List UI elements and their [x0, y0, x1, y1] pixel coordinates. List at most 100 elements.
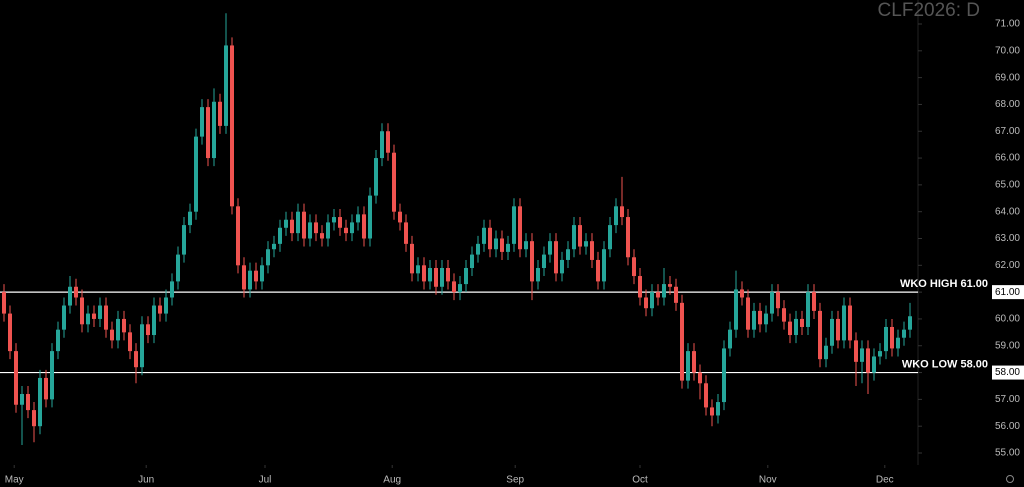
- candle-body: [320, 233, 324, 239]
- settings-icon[interactable]: [1006, 475, 1014, 483]
- candle-body: [494, 238, 498, 250]
- candle-body: [680, 302, 684, 381]
- y-tick-label: 69.00: [995, 72, 1020, 83]
- candle-body: [458, 284, 462, 293]
- candle-body: [764, 313, 768, 325]
- candle-body: [62, 305, 66, 330]
- y-tick-label: 56.00: [995, 421, 1020, 432]
- candle-body: [566, 249, 570, 260]
- price-highlight: [992, 285, 1024, 300]
- x-tick-label: Sep: [506, 475, 524, 486]
- x-tick-label: Oct: [632, 475, 648, 486]
- candle-body: [890, 326, 894, 349]
- candle-body: [308, 222, 312, 239]
- candle-body: [122, 318, 126, 333]
- candle-body: [908, 316, 912, 330]
- candle-body: [518, 206, 522, 250]
- candle-body: [884, 326, 888, 352]
- candle-body: [284, 219, 288, 228]
- candle-body: [620, 206, 624, 218]
- y-tick-label: 63.00: [995, 233, 1020, 244]
- candle-body: [332, 217, 336, 223]
- candle-body: [740, 289, 744, 298]
- candle-body: [638, 276, 642, 298]
- candle-body: [698, 372, 702, 384]
- candle-body: [872, 356, 876, 373]
- candle-body: [302, 211, 306, 239]
- candle-body: [224, 45, 228, 126]
- candle-body: [152, 305, 156, 336]
- candle-body: [14, 351, 18, 405]
- candle-body: [314, 222, 318, 234]
- candle-body: [506, 243, 510, 252]
- x-tick-label: Jul: [259, 475, 272, 486]
- candle-body: [446, 267, 450, 282]
- candle-body: [32, 410, 36, 427]
- candle-body: [716, 402, 720, 416]
- y-tick-label: 58.00: [995, 367, 1020, 378]
- candle-body: [662, 284, 666, 298]
- candle-body: [824, 345, 828, 360]
- candle-body: [176, 254, 180, 282]
- x-tick-label: Aug: [383, 475, 401, 486]
- candle-body: [338, 217, 342, 228]
- x-tick-label: Jun: [138, 475, 154, 486]
- x-tick-label: May: [5, 475, 24, 486]
- candle-body: [38, 377, 42, 427]
- candle-body: [26, 394, 30, 411]
- candle-body: [20, 394, 24, 405]
- candle-body: [524, 241, 528, 250]
- candle-body: [836, 318, 840, 341]
- candle-body: [500, 238, 504, 252]
- candle-body: [806, 292, 810, 327]
- price-highlight: [992, 365, 1024, 380]
- candle-body: [260, 265, 264, 282]
- candle-body: [164, 297, 168, 314]
- candle-body: [86, 313, 90, 325]
- candle-body: [344, 227, 348, 234]
- candle-body: [752, 310, 756, 330]
- candle-body: [722, 348, 726, 403]
- candle-body: [476, 243, 480, 255]
- candle-body: [596, 259, 600, 282]
- candle-body: [278, 227, 282, 244]
- candle-body: [170, 281, 174, 298]
- candle-body: [692, 351, 696, 373]
- x-tick-label: Dec: [876, 475, 894, 486]
- candle-body: [290, 219, 294, 234]
- candle-body: [440, 267, 444, 287]
- candle-body: [512, 206, 516, 244]
- candle-body: [650, 292, 654, 309]
- y-tick-label: 67.00: [995, 126, 1020, 137]
- candle-body: [422, 265, 426, 282]
- candle-body: [44, 377, 48, 400]
- candle-body: [800, 318, 804, 327]
- candle-body: [818, 310, 822, 360]
- candle-body: [770, 292, 774, 314]
- candle-body: [50, 351, 54, 400]
- chart-title: CLF2026: D: [878, 0, 980, 21]
- candle-body: [842, 305, 846, 341]
- candle-body: [212, 101, 216, 159]
- candle-body: [848, 305, 852, 341]
- candle-body: [80, 297, 84, 325]
- candle-body: [830, 318, 834, 346]
- candle-body: [8, 313, 12, 352]
- candle-body: [374, 158, 378, 196]
- candle-body: [866, 348, 870, 373]
- candle-body: [248, 270, 252, 290]
- candle-body: [710, 407, 714, 416]
- candle-body: [548, 241, 552, 255]
- candle-body: [110, 329, 114, 341]
- candle-body: [194, 136, 198, 212]
- candle-body: [782, 308, 786, 322]
- candle-body: [380, 131, 384, 159]
- candle-body: [410, 243, 414, 274]
- candle-body: [206, 107, 210, 159]
- candle-body: [68, 286, 72, 306]
- candle-body: [254, 270, 258, 282]
- candle-body: [734, 289, 738, 330]
- y-tick-label: 64.00: [995, 206, 1020, 217]
- candle-body: [602, 249, 606, 282]
- candle-body: [656, 292, 660, 298]
